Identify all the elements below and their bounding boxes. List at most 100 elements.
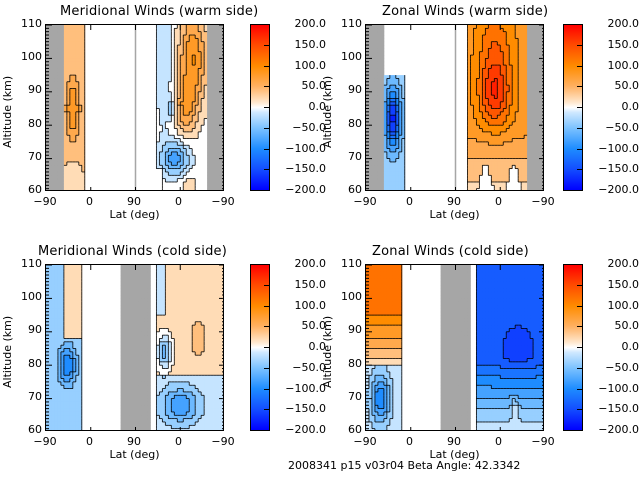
field-cell [183,105,187,109]
no-data-cell [54,155,59,159]
no-data-cell [374,41,379,46]
no-data-cell [216,131,220,136]
no-data-cell [54,111,59,116]
no-data-cell [51,168,56,173]
no-data-cell [57,81,62,86]
field-cell [183,85,187,89]
no-data-cell [210,128,214,133]
field-cell [518,135,522,139]
no-data-cell [539,131,543,136]
field-cell [180,88,184,93]
field-cell [512,151,516,156]
field-cell [524,165,528,170]
no-data-cell [368,141,373,146]
field-cell [503,115,507,119]
field-cell [75,145,80,149]
field-cell [189,168,193,173]
field-cell [503,158,507,163]
field-cell [488,121,492,126]
colorbar-tick [264,44,269,46]
field-cell [392,138,397,143]
field-cell [515,135,519,139]
field-cell [66,138,71,143]
field-cell [479,88,483,93]
field-cell [198,41,202,46]
no-data-cell [533,141,537,146]
field-cell [500,165,504,170]
field-cell [500,68,504,73]
field-cell [168,91,172,96]
field-cell [159,148,163,153]
field-cell [177,91,181,96]
no-data-cell [213,148,217,153]
field-cell [383,151,388,156]
no-data-cell [222,181,223,186]
field-cell [488,101,492,106]
no-data-cell [219,55,223,59]
field-cell [198,185,202,190]
field-cell [180,148,184,153]
field-cell [521,138,525,143]
no-data-cell [48,45,53,49]
field-cell [180,121,184,126]
no-data-cell [542,61,543,66]
field-cell [479,38,483,43]
no-data-cell [371,158,376,163]
field-cell [156,55,160,59]
no-data-cell [527,171,531,176]
no-data-cell [54,181,59,186]
no-data-cell [46,48,50,53]
field-cell [500,35,504,39]
no-data-cell [374,135,379,139]
no-data-cell [539,58,543,63]
field-cell [491,108,495,113]
field-cell [81,71,86,76]
field-cell [494,41,498,46]
no-data-cell [216,55,220,59]
no-data-cell [366,105,370,109]
field-cell [485,155,489,159]
field-cell [509,115,513,119]
field-cell [168,48,172,53]
field-cell [479,58,483,63]
field-cell [198,148,202,153]
field-cell [168,155,172,159]
field-cell [395,81,400,86]
field-cell [171,75,175,79]
no-data-cell [530,141,534,146]
no-data-cell [530,118,534,123]
field-cell [192,158,196,163]
no-data-cell [57,48,62,53]
field-cell [512,138,516,143]
no-data-cell [371,141,376,146]
no-data-cell [219,88,223,93]
field-cell [470,101,474,106]
field-cell [69,68,74,73]
field-cell [503,138,507,143]
no-data-cell [371,38,376,43]
field-cell [398,145,403,149]
field-cell [506,155,510,159]
no-data-cell [530,131,534,136]
field-cell [162,81,166,86]
field-cell [168,85,172,89]
field-cell [386,81,391,86]
field-cell [78,155,83,159]
field-cell [183,145,187,149]
field-cell [165,38,169,43]
no-data-cell [542,51,543,56]
no-data-cell [380,28,385,33]
field-cell [467,71,471,76]
field-cell [69,61,74,66]
field-cell [473,105,477,109]
field-cell [180,25,184,29]
field-cell [491,158,495,163]
no-data-cell [54,108,59,113]
no-data-cell [219,158,223,163]
field-cell [470,145,474,149]
field-cell [174,148,178,153]
no-data-cell [371,61,376,66]
no-data-cell [539,121,543,126]
field-cell [162,115,166,119]
field-cell [500,108,504,113]
